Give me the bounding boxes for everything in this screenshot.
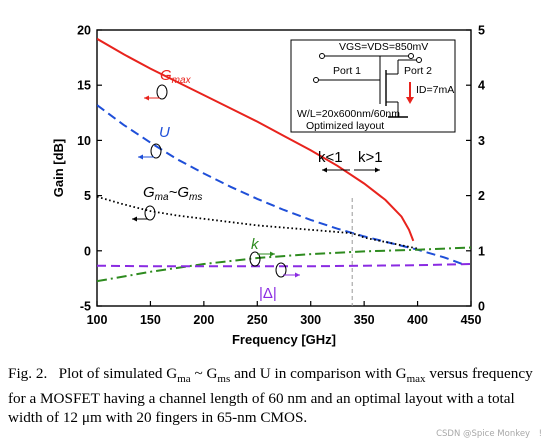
drain-terminal-right-icon [408,53,414,59]
inset-bias-label: VGS=VDS=850mV [339,41,428,53]
y-tick-label: -5 [80,300,91,314]
watermark: CSDN @Spice Monkey ! [436,429,542,439]
u-arrow-head [138,154,143,160]
k-label: k [251,236,260,253]
inset-schematic: VGS=VDS=850mV Port 1 Port 2 ID=7mA W/L=2… [290,39,456,133]
y2-tick-label: 5 [478,24,485,38]
caption-text: Plot of simulated Gma ~ Gms and U in com… [8,365,533,427]
gmax-arrow-head [144,95,149,101]
caption-figure-number: Fig. 2. [8,365,48,382]
k-arrow-right-head [375,167,380,173]
y-tick-label: 0 [84,244,91,258]
series-lines [97,37,471,283]
drain-terminal-icon [319,53,325,59]
series-k-line [97,246,471,283]
y2-tick-label: 1 [478,244,485,258]
x-tick-label: 200 [193,313,214,327]
y2-tick-label: 2 [478,189,485,203]
x-tick-label: 400 [407,313,428,327]
delta-arrow-head [295,272,300,278]
k-marker-ellipse [249,251,261,267]
gma-gms-label: Gma~Gms [143,184,202,203]
x-axis-label: Frequency [GHz] [232,332,336,347]
gmax-marker-ellipse [156,84,168,100]
inset-port2-label: Port 2 [404,65,432,77]
x-tick-label: 300 [300,313,321,327]
port2-terminal-icon [416,57,422,63]
y2-tick-label: 4 [478,79,485,93]
gmax-label: Gmax [160,67,192,86]
x-tick-label: 150 [140,313,161,327]
series--line [97,263,471,268]
series-gmax-line [97,37,415,242]
y-axis-label: Gain [dB] [51,139,66,198]
u-label: U [159,124,170,141]
u-marker-ellipse [150,143,162,159]
y2-tick-label: 0 [478,300,485,314]
inset-wl-label: W/L=20x600nm/60nm [297,108,400,120]
y-tick-label: 20 [77,24,91,38]
k-arrow-left-head [322,167,327,173]
series-gma-gms-line [97,195,418,250]
inset-port1-label: Port 1 [333,65,361,77]
inset-frame [290,39,456,133]
k-less-than-one-label: k<1 [318,149,343,166]
plot-frame [96,29,472,307]
k-arrow-head [270,251,275,257]
port1-terminal-icon [313,77,319,83]
y-tick-label: 10 [77,134,91,148]
x-tick-label: 450 [461,313,482,327]
k-greater-than-one-label: k>1 [358,149,383,166]
y-tick-label: 5 [84,189,91,203]
current-arrow-head [406,97,414,104]
inset-id-label: ID=7mA [416,84,454,96]
x-tick-label: 250 [247,313,268,327]
y2-tick-label: 3 [478,134,485,148]
inset-layout-label: Optimized layout [306,120,384,132]
delta-marker-ellipse [275,262,287,278]
gma-arrow-head [132,216,137,222]
series-u-line [97,104,467,267]
x-tick-label: 100 [87,313,108,327]
x-tick-label: 350 [354,313,375,327]
y-tick-label: 15 [77,79,91,93]
figure-caption: Fig. 2. Plot of simulated Gma ~ Gms and … [8,364,538,427]
delta-label: |Δ| [259,285,277,302]
gma-marker-ellipse [144,205,156,221]
gain-frequency-chart: 100 150 200 250 300 350 400 450-505101520012345… [51,24,485,348]
